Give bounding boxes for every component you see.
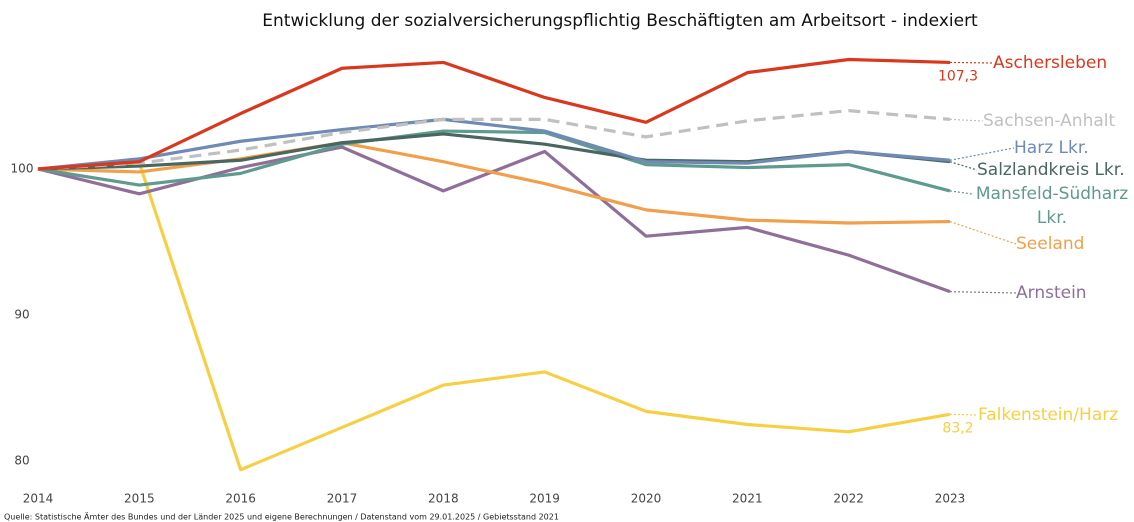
series-line bbox=[37, 57, 951, 171]
x-tick-label: 2021 bbox=[732, 492, 763, 506]
series-line bbox=[37, 117, 951, 171]
series-label: Arnstein bbox=[1016, 283, 1087, 303]
series-label: Salzlandkreis Lkr. bbox=[977, 160, 1125, 180]
series-label: Seeland bbox=[1016, 234, 1085, 254]
series-label: Harz Lkr. bbox=[1014, 138, 1089, 158]
x-tick-label: 2015 bbox=[124, 492, 155, 506]
series-label: Falkenstein/Harz bbox=[978, 405, 1119, 425]
x-tick-label: 2023 bbox=[935, 492, 966, 506]
series-label: Sachsen-Anhalt bbox=[983, 111, 1116, 131]
series-label: Aschersleben bbox=[993, 53, 1108, 73]
series-line bbox=[37, 129, 951, 193]
x-tick-label: 2017 bbox=[327, 492, 358, 506]
series-line bbox=[37, 141, 951, 225]
leader-line bbox=[949, 161, 978, 171]
leader-line bbox=[949, 147, 1015, 161]
y-tick-label: 80 bbox=[14, 454, 29, 468]
value-label: 83,2 bbox=[942, 420, 973, 436]
series-line bbox=[37, 109, 951, 171]
y-tick-label: 100 bbox=[11, 162, 34, 176]
x-tick-label: 2019 bbox=[529, 492, 560, 506]
series-label: Mansfeld-Südharz Lkr. bbox=[975, 184, 1129, 228]
x-tick-label: 2018 bbox=[428, 492, 459, 506]
x-tick-label: 2016 bbox=[225, 492, 256, 506]
y-tick-label: 90 bbox=[14, 308, 29, 322]
x-tick-label: 2020 bbox=[631, 492, 662, 506]
x-tick-label: 2014 bbox=[23, 492, 54, 506]
leader-line bbox=[949, 291, 1017, 294]
series-line bbox=[37, 161, 951, 472]
x-tick-label: 2022 bbox=[833, 492, 864, 506]
leader-line bbox=[949, 190, 973, 195]
source-note: Quelle: Statistische Ämter des Bundes un… bbox=[4, 512, 559, 522]
leader-line bbox=[949, 61, 994, 64]
leader-line bbox=[949, 118, 984, 122]
chart-title: Entwicklung der sozialversicherungspflic… bbox=[262, 11, 978, 31]
value-label: 107,3 bbox=[938, 68, 978, 84]
leader-line bbox=[949, 413, 979, 416]
